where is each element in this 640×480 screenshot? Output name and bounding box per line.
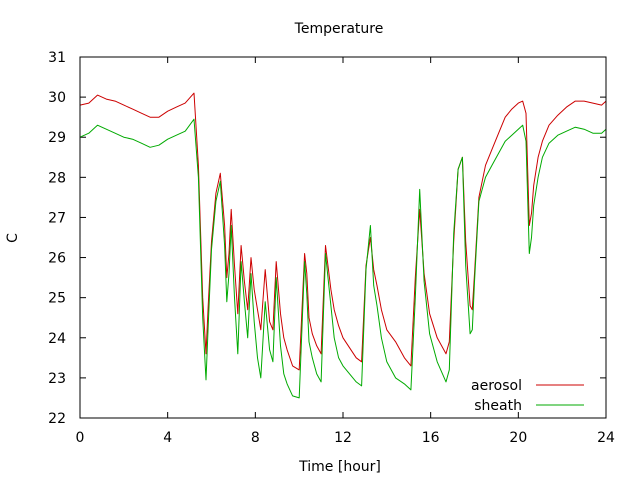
x-tick-label: 24 [597,430,615,446]
y-tick-label: 23 [48,371,66,387]
y-tick-label: 28 [48,170,66,186]
x-tick-label: 16 [422,430,440,446]
y-tick-label: 30 [48,90,66,106]
legend: aerosol sheath [471,378,584,414]
y-tick-label: 26 [48,251,66,267]
y-tick-label: 24 [48,331,66,347]
x-axis-label: Time [hour] [298,459,381,475]
y-tick-label: 22 [48,411,66,427]
x-tick-label: 12 [334,430,352,446]
x-tick-label: 0 [76,430,85,446]
legend-label-sheath: sheath [474,398,522,414]
plot-frame [79,56,607,419]
y-axis-label: C [5,233,21,243]
y-tick-label: 31 [48,50,66,66]
x-tick-label: 20 [509,430,527,446]
y-tick-label: 25 [48,291,66,307]
series-line-aerosol [79,92,607,371]
x-tick-label: 8 [251,430,260,446]
y-tick-label: 29 [48,130,66,146]
chart-title: Temperature [294,21,384,37]
y-tick-label: 27 [48,210,66,226]
series-lines [79,92,607,399]
legend-label-aerosol: aerosol [471,378,522,394]
series-line-sheath [79,118,607,399]
x-tick-label: 4 [163,430,172,446]
